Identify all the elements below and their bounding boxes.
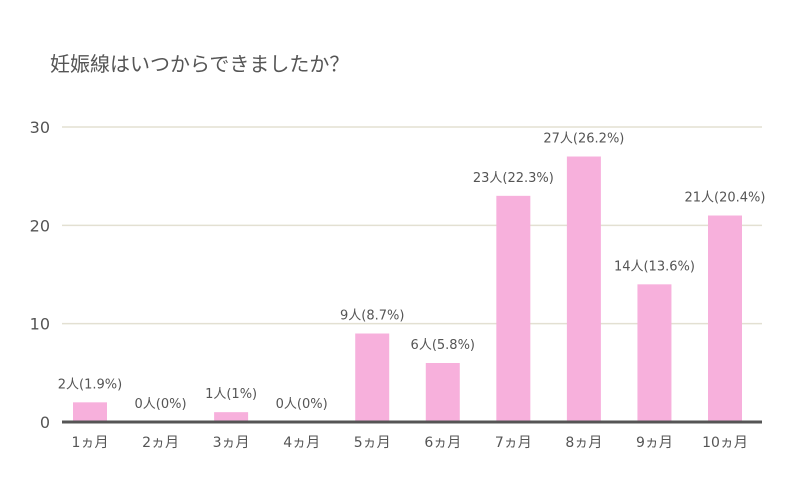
chart-title: 妊娠線はいつからできましたか？ [50, 52, 349, 76]
data-label: 1人(1%) [205, 387, 257, 402]
y-tick-label: 20 [30, 216, 50, 235]
x-tick-label: 4ヵ月 [283, 435, 320, 451]
y-tick-label: 10 [30, 315, 50, 334]
y-axis: 0 10 20 30 [30, 118, 50, 432]
x-tick-label: 7ヵ月 [495, 435, 532, 451]
data-label: 6人(5.8%) [411, 338, 475, 353]
y-tick-label: 30 [30, 118, 50, 137]
data-label: 0人(0%) [135, 397, 187, 412]
data-label: 9人(8.7%) [340, 309, 404, 324]
data-label: 0人(0%) [276, 397, 328, 412]
data-label: 2人(1.9%) [58, 377, 122, 392]
bar [637, 284, 672, 422]
bar [425, 363, 460, 422]
x-tick-label: 8ヵ月 [565, 435, 602, 451]
bar [496, 195, 531, 422]
data-labels: 2人(1.9%) 0人(0%) 1人(1%) 0人(0%) 9人(8.7%) 6人(5.8… [58, 132, 766, 413]
data-label: 21人(20.4%) [685, 191, 766, 206]
x-tick-label: 10ヵ月 [702, 435, 748, 451]
x-tick-label: 5ヵ月 [354, 435, 391, 451]
x-tick-label: 1ヵ月 [72, 435, 109, 451]
y-tick-label: 0 [40, 413, 50, 432]
x-tick-label: 6ヵ月 [424, 435, 461, 451]
data-label: 14人(13.6%) [614, 259, 695, 274]
x-tick-label: 2ヵ月 [142, 435, 179, 451]
x-tick-label: 3ヵ月 [213, 435, 250, 451]
bar [566, 156, 601, 422]
bar [355, 333, 390, 422]
data-label: 27人(26.2%) [543, 132, 624, 147]
data-label: 23人(22.3%) [473, 171, 554, 186]
x-tick-label: 9ヵ月 [636, 435, 673, 451]
bar [73, 402, 107, 422]
bars [73, 156, 742, 422]
bar [708, 215, 742, 422]
bar [214, 412, 249, 422]
x-axis: 1ヵ月 2ヵ月 3ヵ月 4ヵ月 5ヵ月 6ヵ月 7ヵ月 8ヵ月 9ヵ月 10ヵ月 [72, 435, 748, 451]
